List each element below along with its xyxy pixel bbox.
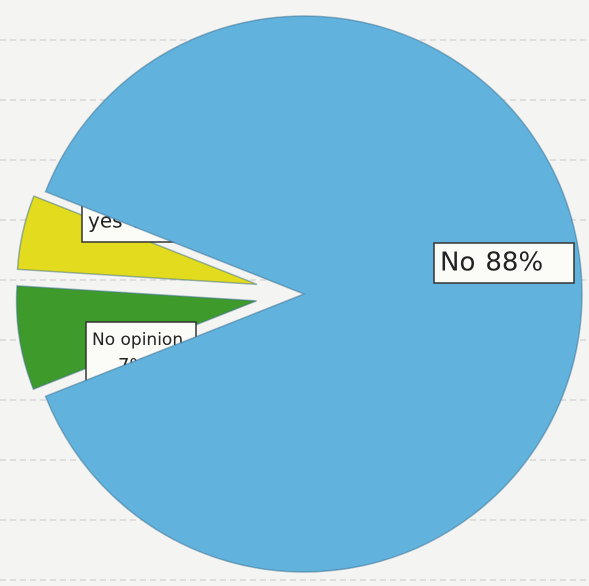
category-label: No opinion (92, 330, 183, 350)
value-label: 88% (485, 248, 543, 278)
slice-label: No 88% (433, 242, 575, 284)
category-label: No (440, 248, 475, 278)
pie-slice (44, 15, 583, 573)
label-box (433, 242, 575, 284)
